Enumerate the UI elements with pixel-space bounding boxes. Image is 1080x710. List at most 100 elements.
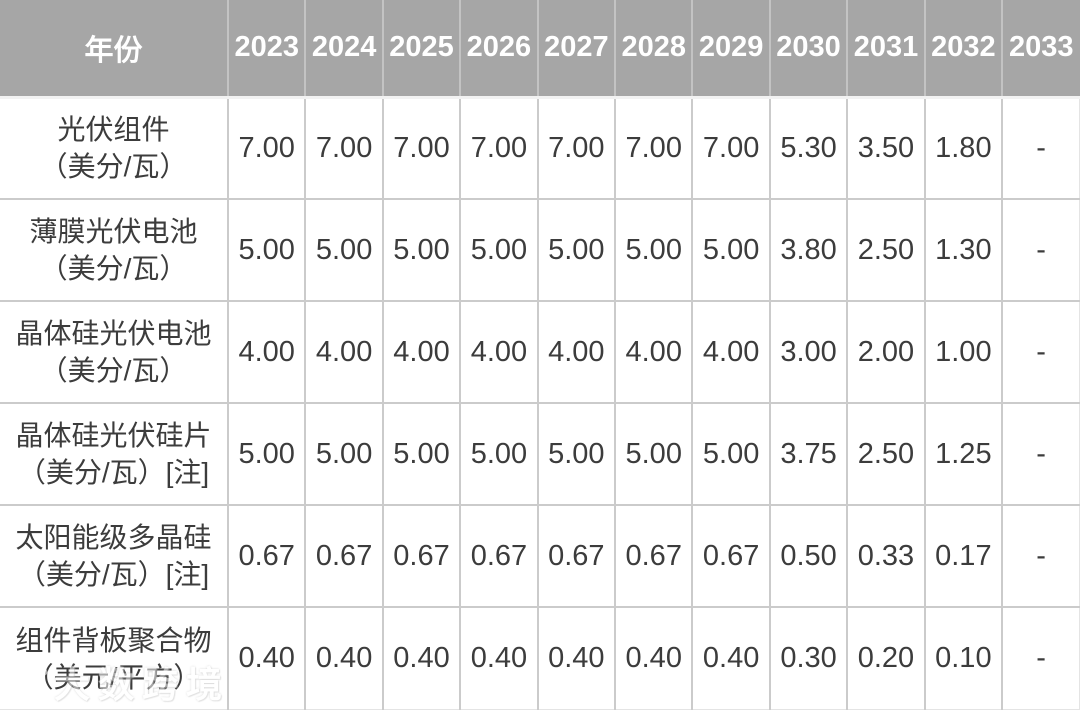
value-cell: 0.67 (460, 505, 539, 609)
year-header-2025: 2025 (382, 0, 462, 99)
year-header-2023: 2023 (228, 0, 307, 99)
year-header-2027: 2027 (537, 0, 617, 99)
value-cell: 0.67 (692, 505, 771, 609)
value-cell: 4.00 (382, 301, 462, 405)
row-label-line2: （美分/瓦）[注] (17, 457, 210, 489)
year-header-row: 年份 2023 2024 2025 2026 2027 2028 2029 2030 2031 2… (0, 0, 1080, 99)
row-label: 组件背板聚合物 （美元/平方） (0, 607, 229, 710)
table-row: 薄膜光伏电池 （美分/瓦） 5.00 5.00 5.00 5.00 5.00 5.00 5.00… (0, 199, 1080, 303)
year-header-2024: 2024 (305, 0, 384, 99)
row-label: 太阳能级多晶硅 （美分/瓦）[注] (0, 505, 229, 609)
row-label-line1: 晶体硅光伏硅片 (15, 420, 212, 452)
value-cell: 5.00 (692, 403, 771, 507)
value-cell: 4.00 (692, 301, 771, 405)
value-cell: 2.00 (847, 301, 926, 405)
year-header-2026: 2026 (460, 0, 539, 99)
value-cell: 1.00 (924, 301, 1004, 405)
table-body: 光伏组件 （美分/瓦） 7.00 7.00 7.00 7.00 7.00 7.00 7.00 5.… (0, 97, 1080, 710)
value-cell: 4.00 (460, 301, 539, 405)
value-cell: 5.00 (305, 403, 384, 507)
value-cell: - (1002, 301, 1080, 405)
value-cell: 3.00 (769, 301, 849, 405)
value-cell: 0.50 (769, 505, 849, 609)
value-cell: 3.80 (769, 199, 849, 303)
value-cell: 5.00 (615, 199, 694, 303)
table-row: 组件背板聚合物 （美元/平方） 0.40 0.40 0.40 0.40 0.40 0.40 0.… (0, 607, 1080, 710)
row-label-line1: 晶体硅光伏电池 (15, 318, 212, 350)
value-cell: 0.33 (847, 505, 926, 609)
value-cell: 5.00 (460, 199, 539, 303)
value-cell: 1.80 (924, 97, 1004, 201)
row-label-line1: 薄膜光伏电池 (29, 216, 198, 248)
value-cell: - (1002, 97, 1080, 201)
row-label-line1: 光伏组件 (57, 114, 170, 146)
corner-header-year-label: 年份 (0, 0, 229, 99)
value-cell: 1.30 (924, 199, 1004, 303)
value-cell: 0.67 (615, 505, 694, 609)
table-row: 太阳能级多晶硅 （美分/瓦）[注] 0.67 0.67 0.67 0.67 0.67 0.67… (0, 505, 1080, 609)
value-cell: 0.17 (924, 505, 1004, 609)
value-cell: - (1002, 607, 1080, 710)
table-row: 光伏组件 （美分/瓦） 7.00 7.00 7.00 7.00 7.00 7.00 7.00 5.… (0, 97, 1080, 201)
value-cell: 5.00 (537, 403, 617, 507)
row-label-line2: （美分/瓦）[注] (17, 559, 210, 591)
value-cell: 0.30 (769, 607, 849, 710)
table-row: 晶体硅光伏电池 （美分/瓦） 4.00 4.00 4.00 4.00 4.00 4.00 4.0… (0, 301, 1080, 405)
value-cell: 5.00 (228, 199, 307, 303)
year-header-2031: 2031 (847, 0, 926, 99)
value-cell: 3.75 (769, 403, 849, 507)
row-label-line2: （美分/瓦） (39, 151, 188, 183)
value-cell: 0.40 (615, 607, 694, 710)
value-cell: 5.00 (460, 403, 539, 507)
value-cell: 5.30 (769, 97, 849, 201)
value-cell: 4.00 (305, 301, 384, 405)
value-cell: 0.20 (847, 607, 926, 710)
value-cell: 4.00 (228, 301, 307, 405)
year-header-2033: 2033 (1002, 0, 1080, 99)
value-cell: 0.40 (382, 607, 462, 710)
value-cell: 1.25 (924, 403, 1004, 507)
value-cell: 0.40 (228, 607, 307, 710)
row-label-line2: （美分/瓦） (39, 253, 188, 285)
row-label-line1: 组件背板聚合物 (15, 624, 212, 656)
value-cell: 7.00 (615, 97, 694, 201)
value-cell: 4.00 (615, 301, 694, 405)
value-cell: 5.00 (228, 403, 307, 507)
value-cell: 7.00 (305, 97, 384, 201)
value-cell: 0.67 (228, 505, 307, 609)
value-cell: 2.50 (847, 199, 926, 303)
value-cell: 0.40 (460, 607, 539, 710)
value-cell: 3.50 (847, 97, 926, 201)
value-cell: 7.00 (228, 97, 307, 201)
row-label: 晶体硅光伏硅片 （美分/瓦）[注] (0, 403, 229, 507)
value-cell: 5.00 (615, 403, 694, 507)
value-cell: 5.00 (305, 199, 384, 303)
value-cell: 5.00 (537, 199, 617, 303)
value-cell: 0.10 (924, 607, 1004, 710)
value-cell: 7.00 (537, 97, 617, 201)
row-label: 光伏组件 （美分/瓦） (0, 97, 229, 201)
value-cell: 0.40 (692, 607, 771, 710)
value-cell: 0.40 (305, 607, 384, 710)
row-label-line1: 太阳能级多晶硅 (15, 522, 212, 554)
row-label-line2: （美分/瓦） (39, 355, 188, 387)
value-cell: 0.67 (382, 505, 462, 609)
value-cell: - (1002, 505, 1080, 609)
value-cell: - (1002, 403, 1080, 507)
value-cell: 7.00 (382, 97, 462, 201)
value-cell: 7.00 (460, 97, 539, 201)
year-header-2028: 2028 (615, 0, 694, 99)
row-label-line2: （美元/平方） (25, 661, 202, 693)
value-cell: 2.50 (847, 403, 926, 507)
year-header-2032: 2032 (924, 0, 1004, 99)
value-cell: 5.00 (382, 403, 462, 507)
value-cell: 7.00 (692, 97, 771, 201)
value-cell: 0.40 (537, 607, 617, 710)
year-header-2029: 2029 (692, 0, 771, 99)
value-cell: - (1002, 199, 1080, 303)
row-label: 薄膜光伏电池 （美分/瓦） (0, 199, 229, 303)
value-cell: 0.67 (537, 505, 617, 609)
value-cell: 5.00 (692, 199, 771, 303)
value-cell: 5.00 (382, 199, 462, 303)
